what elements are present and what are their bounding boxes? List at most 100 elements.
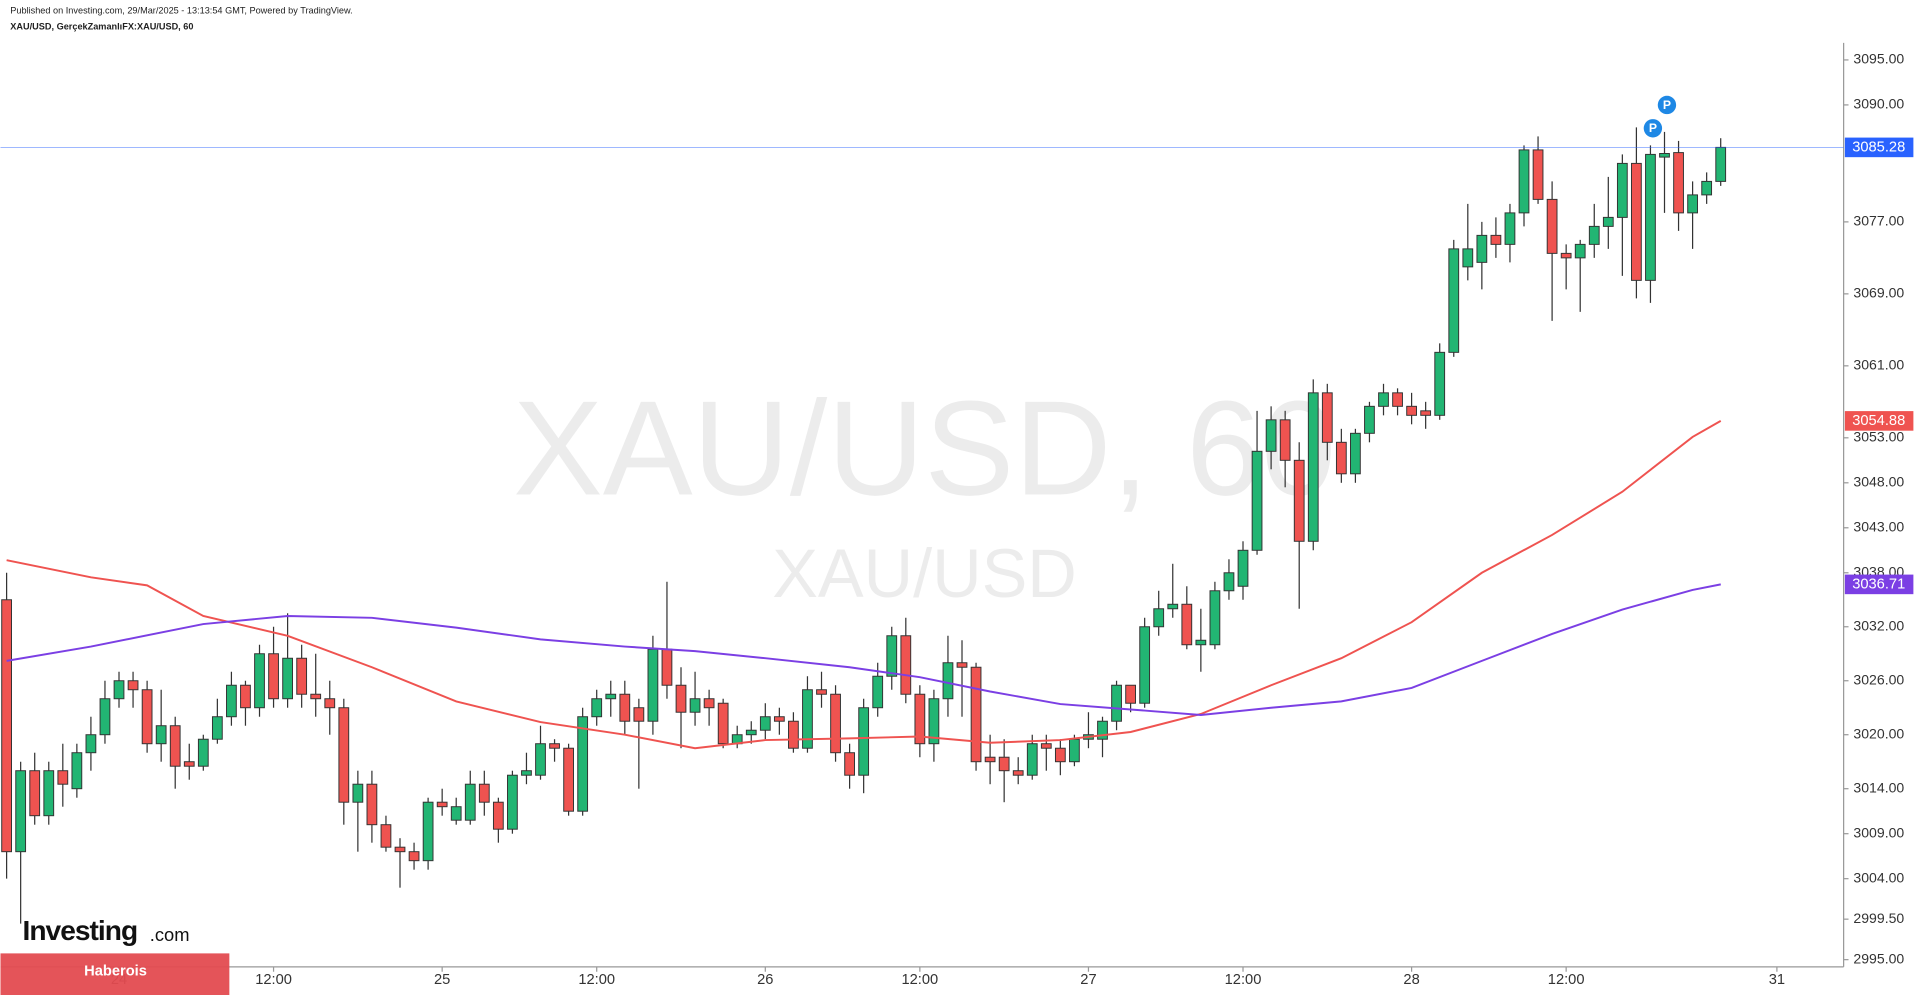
- candle-body: [689, 698, 701, 713]
- y-tick-label: 3014.00: [1853, 779, 1904, 795]
- published-note: Published on Investing.com, 29/Mar/2025 …: [10, 5, 352, 15]
- candle-body: [310, 693, 322, 700]
- y-tick-label: 3053.00: [1853, 429, 1904, 445]
- candle-body: [324, 698, 336, 709]
- candle-body: [633, 707, 645, 722]
- x-tick-label: 28: [1403, 972, 1419, 988]
- y-tick-label: 3048.00: [1853, 474, 1904, 490]
- candle-body: [282, 657, 293, 700]
- moving-average: [6, 583, 1721, 716]
- candle-body: [1265, 419, 1277, 452]
- y-tick-label: 3069.00: [1853, 285, 1904, 301]
- candle-body: [366, 783, 378, 826]
- candle-body: [1546, 198, 1558, 254]
- price-tag: [1844, 137, 1914, 158]
- y-tick-label: 3032.00: [1853, 617, 1904, 633]
- y-tick-label: 2995.00: [1853, 950, 1904, 966]
- candle-body: [1012, 770, 1024, 776]
- candle-body: [521, 770, 532, 776]
- candle-body: [1125, 684, 1136, 704]
- candle-body: [844, 752, 855, 776]
- candle-body: [254, 653, 265, 709]
- logo: Investing: [23, 915, 138, 946]
- candle-body: [703, 698, 715, 709]
- candle-body: [1448, 248, 1460, 353]
- candle-body: [1420, 410, 1432, 416]
- candle-body: [549, 743, 560, 749]
- candle-body: [1631, 162, 1642, 281]
- candle-body: [563, 747, 574, 812]
- plot: 3095.00 3090.00 3077.00 3069.00 3061.00 3053.…: [0, 51, 1914, 988]
- x-tick-label: 12:00: [255, 972, 292, 988]
- y-tick-label: 3095.00: [1853, 51, 1904, 67]
- source-band: [0, 953, 230, 995]
- candle-body: [942, 662, 954, 700]
- candle-body: [970, 666, 982, 763]
- candle-body: [1293, 459, 1305, 542]
- candle-body: [984, 756, 996, 763]
- candle-body: [99, 698, 111, 736]
- annotation-marker: [1657, 95, 1677, 115]
- candle-body: [155, 725, 167, 745]
- overlay: Investing .com Haberois: [0, 915, 230, 995]
- y-tick-label: 3090.00: [1853, 96, 1904, 112]
- candle-body: [1659, 153, 1670, 158]
- price-tag-label: 3036.71: [1852, 576, 1905, 592]
- candle-body: [127, 680, 139, 691]
- candle-body: [141, 689, 153, 745]
- candle-body: [492, 801, 504, 830]
- candle-body: [675, 684, 687, 713]
- candle-body: [113, 680, 125, 700]
- candle-body: [1040, 743, 1052, 749]
- candle-body: [1588, 225, 1600, 245]
- candle-body: [661, 648, 673, 686]
- x-tick-label: 25: [434, 972, 450, 988]
- price-tag: [1844, 411, 1914, 431]
- watermark: XAU/USD, 60: [513, 373, 1336, 524]
- candle-body: [1406, 405, 1417, 416]
- price-tag-label: 3085.28: [1852, 139, 1905, 155]
- y-tick-label: 3077.00: [1853, 213, 1904, 229]
- candle-body: [1223, 572, 1235, 592]
- annotation-label: P: [1649, 121, 1657, 135]
- y-tick-label: 2999.50: [1853, 910, 1904, 926]
- candle-body: [338, 707, 350, 803]
- candle-body: [886, 635, 898, 677]
- candle-body: [577, 716, 589, 812]
- candle-body: [380, 824, 392, 848]
- candle-body: [15, 770, 27, 853]
- candle-body: [464, 783, 476, 821]
- candle-body: [1209, 590, 1221, 646]
- x-tick-label: 12:00: [1548, 972, 1585, 988]
- candle-body: [1364, 405, 1375, 434]
- candle-body: [1532, 149, 1544, 200]
- candle-body: [71, 752, 83, 790]
- candle-body: [1687, 194, 1698, 214]
- logo-suffix: .com: [150, 924, 190, 945]
- candle-body: [1251, 450, 1263, 551]
- candle-body: [1139, 626, 1151, 704]
- candle-body: [802, 689, 813, 749]
- candle-body: [1701, 180, 1713, 196]
- x-tick-label: 12:00: [1225, 972, 1262, 988]
- candle-body: [788, 720, 799, 749]
- candle-body: [1167, 603, 1179, 610]
- candle-body: [169, 725, 181, 767]
- x-tick-label: 12:00: [578, 972, 615, 988]
- candle-body: [408, 851, 420, 862]
- candle-body: [1392, 392, 1403, 407]
- candle-body: [1574, 243, 1586, 259]
- price-tag-label: 3054.88: [1852, 413, 1905, 429]
- candle-body: [773, 716, 785, 722]
- y-tick-label: 3043.00: [1853, 519, 1904, 535]
- candle-body: [1237, 549, 1249, 587]
- candle-body: [900, 635, 912, 695]
- candle-body: [1645, 153, 1656, 281]
- candle-body: [1518, 149, 1530, 214]
- candle-body: [759, 716, 771, 731]
- annotation-marker: [1643, 119, 1663, 138]
- candle-body: [1378, 392, 1389, 407]
- candle-body: [1673, 152, 1684, 214]
